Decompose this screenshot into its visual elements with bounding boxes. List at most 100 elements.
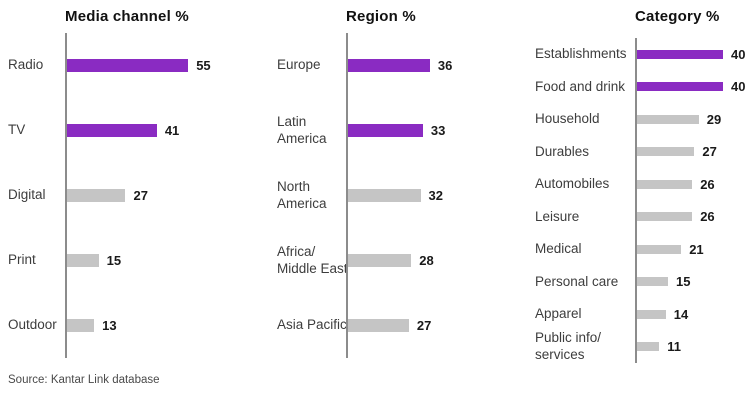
chart-category: Category % Establishments 40 Food and drin… (500, 0, 750, 363)
charts-row: Media channel % Radio 55 TV 41 Digital 27 Prin… (0, 0, 750, 363)
bar (635, 82, 723, 92)
bar (635, 114, 699, 124)
bar (635, 309, 666, 319)
bar-track: 28 (346, 253, 500, 268)
bar (635, 147, 695, 157)
bar-track: 41 (65, 123, 250, 138)
bar-rows-media-channel: Radio 55 TV 41 Digital 27 Print 15 Outdoor 13 (8, 33, 250, 358)
bar-rows-category: Establishments 40 Food and drink 40 Househol… (535, 38, 750, 363)
category-label: North America (277, 179, 327, 211)
category-label: Household (535, 111, 600, 127)
bar-row: Automobiles 26 (535, 168, 750, 201)
bar-track: 27 (346, 318, 500, 333)
bar (635, 244, 682, 254)
bar-track: 40 (635, 47, 750, 62)
bar-track: 27 (65, 188, 250, 203)
chart-title-region: Region % (346, 8, 416, 25)
value-label: 27 (416, 318, 432, 333)
chart-title-category: Category % (635, 8, 720, 25)
bar-track: 26 (635, 209, 750, 224)
bar-track: 29 (635, 112, 750, 127)
value-label: 36 (437, 58, 453, 73)
value-label: 13 (102, 318, 117, 333)
value-label: 21 (689, 241, 704, 257)
bar-row: Household 29 (535, 103, 750, 136)
bar-row: Asia Pacific 27 (277, 293, 500, 358)
bar-track: 11 (635, 339, 750, 354)
bar (65, 254, 99, 267)
value-label: 40 (731, 79, 746, 95)
bar (346, 59, 430, 72)
bar-row: Durables 27 (535, 136, 750, 169)
axis-line (346, 33, 348, 358)
bar-row: Digital 27 (8, 163, 250, 228)
chart-plot-region: Europe 36 Latin America 33 North America 32 Af… (277, 33, 500, 358)
value-label: 33 (430, 123, 446, 138)
value-label: 11 (667, 339, 681, 355)
bar-track: 36 (346, 58, 500, 73)
bar-track: 26 (635, 177, 750, 192)
chart-plot-category: Establishments 40 Food and drink 40 Househol… (535, 38, 750, 363)
category-label: Radio (8, 57, 44, 73)
bar (346, 319, 409, 332)
category-label: Apparel (535, 306, 582, 322)
bar-track: 15 (635, 274, 750, 289)
chart-plot-media-channel: Radio 55 TV 41 Digital 27 Print 15 Outdoor 13 (8, 33, 250, 358)
bar (346, 189, 421, 202)
category-label: Latin America (277, 114, 327, 146)
bar (346, 124, 423, 137)
chart-media-channel: Media channel % Radio 55 TV 41 Digital 27 Prin… (0, 0, 250, 363)
value-label: 32 (428, 188, 444, 203)
value-label: 28 (419, 253, 434, 268)
bar-track: 21 (635, 242, 750, 257)
bar-track: 15 (65, 253, 250, 268)
bar-row: Africa/ Middle East 28 (277, 228, 500, 293)
bar-row: Public info/ services 11 (535, 330, 750, 364)
bar-track: 13 (65, 318, 250, 333)
bar-row: Personal care 15 (535, 266, 750, 299)
bar (635, 49, 723, 59)
category-label: Africa/ Middle East (277, 244, 348, 276)
value-label: 26 (700, 209, 715, 225)
bar-track: 14 (635, 307, 750, 322)
bar-track: 55 (65, 58, 250, 73)
category-label: Automobiles (535, 176, 610, 192)
value-label: 14 (673, 306, 689, 322)
bar-row: Apparel 14 (535, 298, 750, 331)
source-note: Source: Kantar Link database (8, 374, 160, 386)
bar-row: Medical 21 (535, 233, 750, 266)
category-label: Durables (535, 143, 590, 159)
bar-rows-region: Europe 36 Latin America 33 North America 32 Af… (277, 33, 500, 358)
category-label: Establishments (535, 46, 627, 62)
bar (65, 189, 126, 202)
category-label: TV (8, 122, 26, 138)
bar-row: Establishments 40 (535, 38, 750, 71)
value-label: 55 (196, 58, 211, 73)
bar-track: 27 (635, 144, 750, 159)
bar-track: 33 (346, 123, 500, 138)
value-label: 41 (164, 123, 180, 138)
bar-row: Europe 36 (277, 33, 500, 98)
bar (635, 277, 668, 287)
value-label: 26 (700, 176, 715, 192)
category-label: Leisure (535, 208, 580, 224)
bar (635, 342, 660, 352)
bar-row: Food and drink 40 (535, 71, 750, 104)
axis-line (635, 38, 637, 363)
chart-region: Region % Europe 36 Latin America 33 North Am… (250, 0, 500, 363)
bar (65, 124, 157, 137)
value-label: 15 (676, 274, 691, 290)
bar-row: Radio 55 (8, 33, 250, 98)
category-label: Print (8, 252, 36, 268)
category-label: Personal care (535, 273, 619, 289)
chart-title-media-channel: Media channel % (65, 8, 189, 25)
value-label: 40 (731, 46, 746, 62)
value-label: 27 (133, 188, 148, 203)
bar-row: Outdoor 13 (8, 293, 250, 358)
bar-row: North America 32 (277, 163, 500, 228)
bar-row: Print 15 (8, 228, 250, 293)
axis-line (65, 33, 67, 358)
value-label: 29 (706, 111, 722, 127)
bar (635, 212, 693, 222)
